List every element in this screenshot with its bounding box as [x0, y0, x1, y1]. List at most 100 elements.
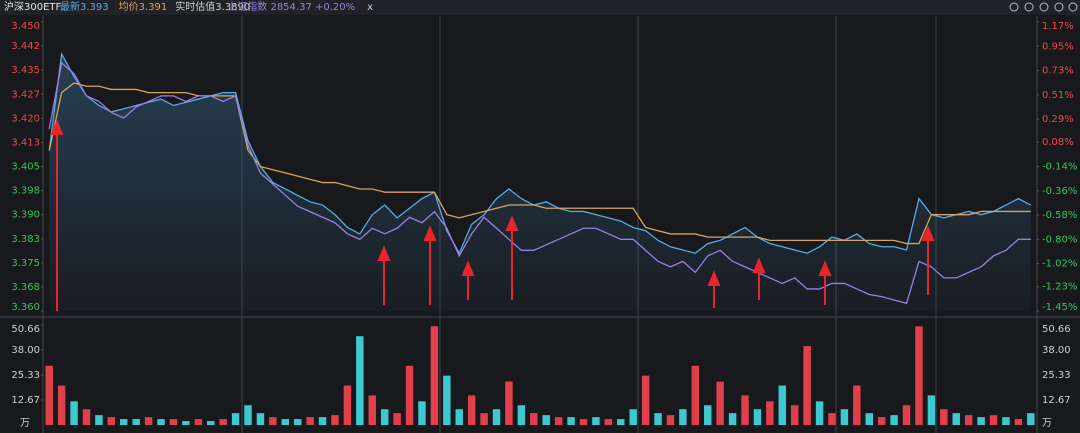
volume-bar: [418, 401, 426, 425]
volume-bar: [716, 381, 724, 425]
series-line: [48, 61, 1031, 305]
volume-bar: [977, 417, 985, 425]
legend-entry: 上证指数 2854.37 +0.20%: [227, 0, 355, 13]
volume-bar: [865, 413, 873, 425]
icon[interactable]: [1009, 2, 1019, 12]
chart-title: 沪深300ETF: [4, 0, 62, 13]
y2-tick-label: -0.58%: [1042, 210, 1077, 221]
volume-bar: [964, 415, 973, 425]
y2-tick-label: 12.67: [1042, 395, 1071, 406]
close-x[interactable]: x: [367, 2, 373, 13]
volume-bar: [617, 419, 625, 425]
y-tick-label: 3.375: [11, 258, 40, 269]
y-tick-label: 3.442: [11, 41, 40, 52]
volume-bar: [927, 395, 936, 425]
arrow: [377, 245, 391, 305]
volume-bar: [492, 409, 501, 425]
volume-bar: [480, 413, 488, 425]
icon[interactable]: [1054, 2, 1064, 12]
volume-bar: [641, 375, 650, 425]
volume-bar: [691, 365, 700, 425]
volume-bar: [380, 409, 389, 425]
volume-bar: [790, 405, 799, 425]
volume-bar: [567, 417, 575, 425]
y2-tick-label: -0.36%: [1042, 186, 1077, 197]
y-tick-label: 3.360: [11, 302, 40, 313]
volume-bar: [182, 421, 190, 425]
volume-bar: [57, 385, 66, 425]
y-tick-label: 3.390: [11, 210, 40, 221]
volume-bar: [753, 409, 762, 425]
y2-tick-label: 0.51%: [1042, 90, 1074, 101]
plot: 3.450 3.442 3.435 3.427 3.420 3.413 3.405 3.398…: [11, 21, 1077, 429]
y2-tick-label: -1.45%: [1042, 302, 1077, 313]
volume-bar: [915, 326, 923, 425]
arrow: [818, 260, 832, 305]
volume-bar: [542, 415, 550, 425]
volume-bar: [554, 417, 563, 425]
volume-bar: [840, 409, 849, 425]
volume-bar: [666, 415, 675, 425]
y2-tick-label: 25.33: [1042, 370, 1071, 381]
volume-bar: [1027, 413, 1035, 425]
y2-tick-label: 38.00: [1042, 345, 1071, 356]
y2-tick-label: 0.29%: [1042, 114, 1074, 125]
volume-bar: [1014, 419, 1023, 425]
volume-bar: [778, 385, 787, 425]
volume-bar: [231, 413, 240, 425]
volume-bar: [95, 415, 103, 425]
volume-bar: [331, 415, 339, 425]
legend-entry: 最新3.393: [60, 0, 109, 13]
y-tick-label: 3.405: [11, 162, 40, 173]
toolbar-icons: [1009, 2, 1078, 12]
icon[interactable]: [1039, 2, 1049, 12]
volume-bar: [82, 409, 91, 425]
dividers: [0, 16, 1080, 433]
icon[interactable]: [1024, 2, 1034, 12]
volume-bar: [467, 395, 476, 425]
legend-entry: 均价3.391: [119, 1, 168, 13]
volume-bar: [766, 401, 774, 425]
y2-tick-label: -0.80%: [1042, 234, 1077, 245]
y-unit: 万: [20, 418, 30, 429]
volume-bar: [704, 405, 712, 425]
y2-tick-label: 0.08%: [1042, 137, 1074, 148]
y-tick-label: 3.427: [11, 89, 40, 100]
y-tick-label: 3.413: [11, 137, 40, 148]
estimate: 实时估值3.3890: [175, 0, 250, 13]
volume-bar: [207, 421, 215, 425]
volume-bar: [281, 419, 290, 425]
y-tick-label: 38.00: [11, 345, 40, 356]
volume-bar: [828, 413, 836, 425]
volume-bar: [505, 381, 513, 425]
volume-bar: [405, 365, 414, 425]
volume-bar: [256, 413, 265, 425]
volume-bar: [902, 405, 911, 425]
volume-bar: [592, 417, 600, 425]
volume-bar: [169, 419, 178, 425]
y2-tick-label: -1.23%: [1042, 282, 1077, 293]
volume-bar: [443, 375, 451, 425]
volume-bar: [815, 401, 824, 425]
arrow: [752, 257, 766, 300]
volume-bar: [343, 385, 352, 425]
y2-unit: 万: [1042, 418, 1052, 429]
volume-bar: [244, 405, 252, 425]
arrow: [423, 225, 437, 305]
y2-tick-label: 0.95%: [1042, 41, 1074, 52]
volume-bar: [877, 417, 886, 425]
icon[interactable]: [1068, 2, 1078, 12]
volume-bar: [144, 417, 153, 425]
y2-tick-label: 0.73%: [1042, 66, 1074, 77]
volume-bar: [132, 419, 140, 425]
arrow: [707, 270, 721, 308]
y-tick-label: 3.435: [11, 65, 40, 76]
volume-bar: [741, 395, 749, 425]
volume-bar: [654, 413, 662, 425]
volume-bar: [853, 385, 861, 425]
volume-bar: [629, 409, 637, 425]
y-tick-label: 50.66: [11, 324, 40, 335]
volume-bar: [890, 415, 898, 425]
series-line: [48, 82, 1031, 245]
